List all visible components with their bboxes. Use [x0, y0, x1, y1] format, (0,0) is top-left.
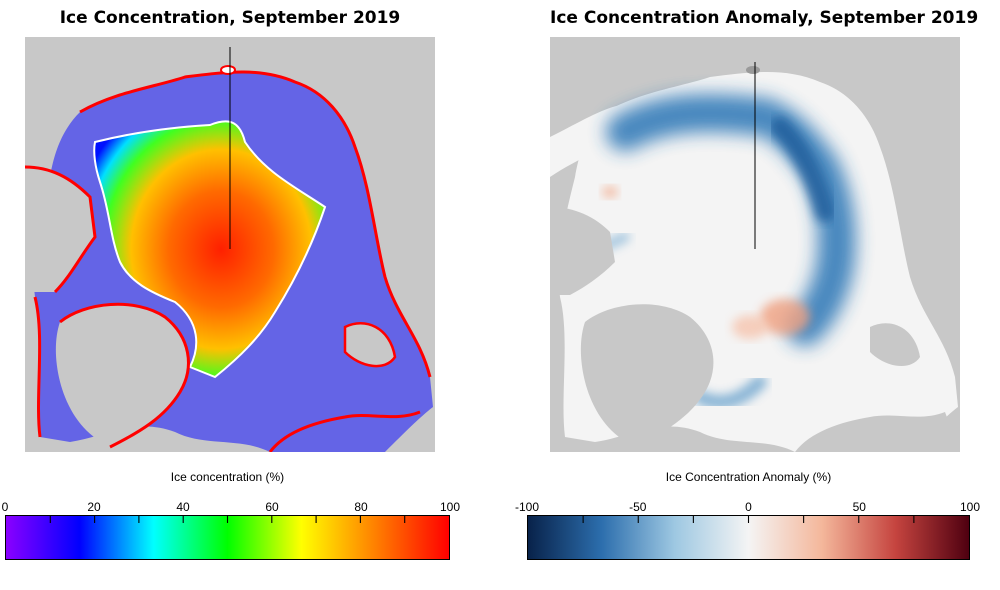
left-tick-0: 0: [1, 500, 9, 514]
left-colorbar: [5, 515, 450, 560]
right-colorbar: [527, 515, 970, 560]
left-map-title: Ice Concentration, September 2019: [59, 8, 401, 28]
right-tick-neg50: -50: [629, 500, 647, 514]
right-map-title: Ice Concentration Anomaly, September 201…: [550, 8, 979, 28]
right-tick-0: 0: [745, 500, 752, 514]
right-tick-100: 100: [959, 500, 981, 514]
left-tick-100: 100: [439, 500, 461, 514]
left-tick-20: 20: [87, 500, 101, 514]
left-tick-80: 80: [354, 500, 368, 514]
left-colorbar-ticklabels: 0 20 40 60 80 100: [1, 500, 460, 514]
right-colorbar-label: Ice Concentration Anomaly (%): [665, 470, 832, 484]
right-colorbar-ticklabels: -100 -50 0 50 100: [515, 500, 980, 514]
left-tick-40: 40: [176, 500, 190, 514]
ice-concentration-map: [24, 37, 435, 453]
left-tick-60: 60: [265, 500, 279, 514]
right-tick-50: 50: [852, 500, 866, 514]
ice-concentration-anomaly-map: [550, 37, 960, 452]
left-colorbar-label: Ice concentration (%): [170, 470, 285, 484]
right-tick-neg100: -100: [514, 500, 540, 514]
